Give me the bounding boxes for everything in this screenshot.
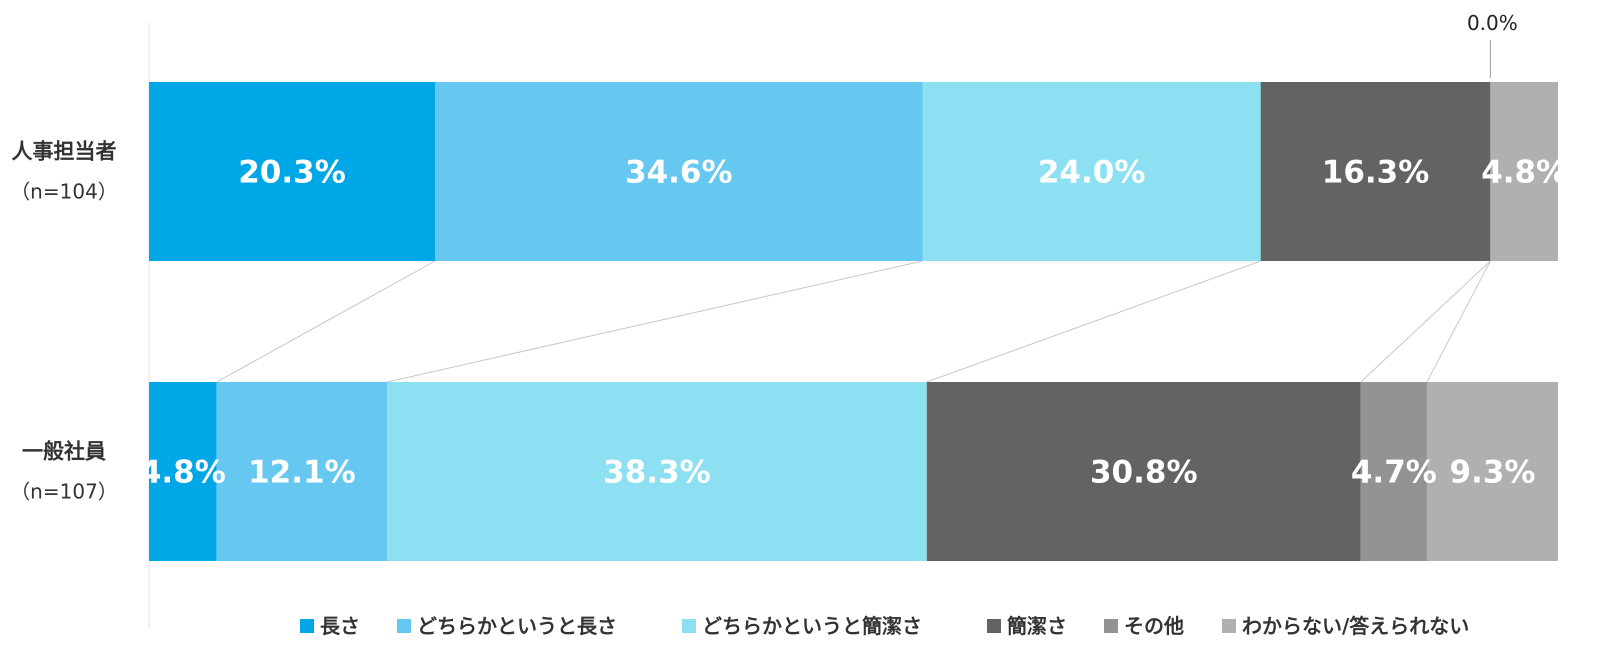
bar-segment — [1490, 82, 1558, 261]
data-label: 4.8% — [140, 455, 226, 491]
data-label: 4.8% — [1481, 155, 1567, 191]
category-sample-size: （n=107） — [10, 480, 118, 504]
data-label: 20.3% — [238, 155, 346, 191]
category-sample-size: （n=104） — [10, 180, 118, 204]
series-line — [1360, 260, 1491, 383]
bar-segment — [1360, 382, 1427, 561]
legend-swatch — [682, 619, 696, 633]
data-label: 12.1% — [248, 455, 356, 491]
bar-segment — [387, 382, 927, 561]
legend-swatch — [300, 619, 314, 633]
legend-swatch — [987, 619, 1001, 633]
legend-label: どちらかというと簡潔さ — [702, 614, 922, 638]
legend-label: 簡潔さ — [1007, 614, 1067, 638]
category-labels: 人事担当者 （n=104） 一般社員 （n=107） — [10, 140, 118, 504]
data-label: 9.3% — [1449, 455, 1535, 491]
legend-label: その他 — [1124, 614, 1184, 638]
series-line — [216, 260, 436, 383]
legend-label: どちらかというと長さ — [417, 614, 617, 638]
category-label: 人事担当者 — [12, 140, 117, 164]
series-line — [926, 260, 1261, 383]
data-label: 16.3% — [1322, 155, 1430, 191]
legend-label: 長さ — [320, 614, 360, 638]
bar-segment — [1260, 82, 1491, 261]
bar-segment — [149, 82, 436, 261]
data-label: 0.0% — [1467, 11, 1518, 35]
legend-swatch — [1104, 619, 1118, 633]
series-line — [387, 260, 923, 383]
bar-segment — [1426, 382, 1558, 561]
bar-segment — [435, 82, 923, 261]
data-label: 24.0% — [1038, 155, 1146, 191]
data-label: 38.3% — [603, 455, 711, 491]
bar-segment — [149, 382, 217, 561]
data-label: 34.6% — [625, 155, 733, 191]
data-labels: 20.3% 34.6% 24.0% 16.3% 4.8% 4.8% 12.1% 38.3% 30… — [140, 155, 1567, 491]
legend-swatch — [397, 619, 411, 633]
legend-label: わからない/答えられない — [1242, 614, 1469, 638]
bar-segment — [926, 382, 1361, 561]
series-lines — [216, 260, 1491, 383]
legend-swatch — [1222, 619, 1236, 633]
category-label: 一般社員 — [22, 440, 106, 464]
callouts: 0.0% — [1467, 11, 1518, 78]
bars — [149, 82, 1558, 561]
series-line — [1426, 260, 1491, 383]
legend: 長さ どちらかというと長さ どちらかというと簡潔さ 簡潔さ その他 わからない/答えられな… — [300, 614, 1469, 638]
bar-segment — [216, 382, 388, 561]
data-label: 30.8% — [1090, 455, 1198, 491]
data-label: 4.7% — [1351, 455, 1437, 491]
bar-segment — [922, 82, 1261, 261]
